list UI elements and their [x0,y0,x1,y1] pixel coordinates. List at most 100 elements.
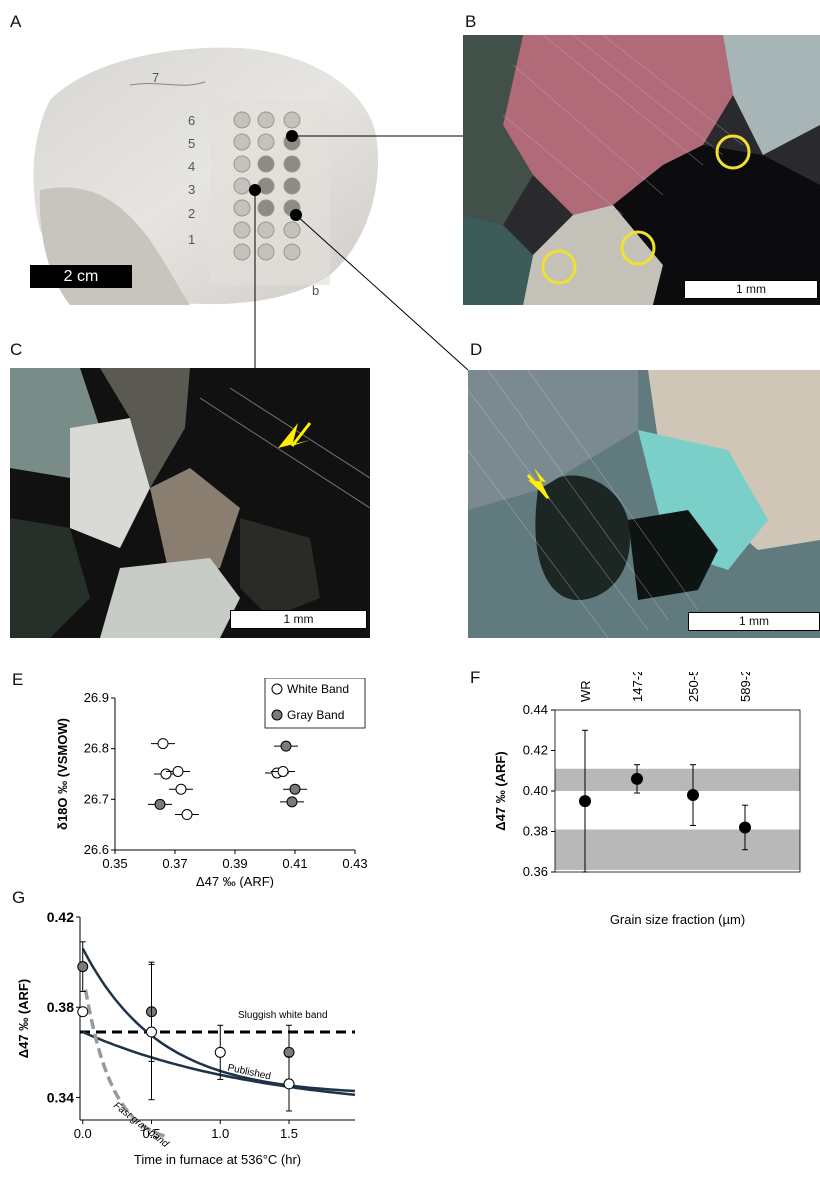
data-point [157,738,169,750]
x-tick-label: 0.0 [74,1126,92,1141]
y-tick-label: 0.34 [47,1089,74,1105]
hole-mark: 2 [188,206,195,221]
y-tick-label: 26.7 [84,791,109,806]
micrograph-c [10,368,370,638]
y-tick-label: 0.42 [47,909,74,925]
drill-hole [257,133,275,151]
micrograph-b [463,35,820,305]
x-tick-label: 0.41 [282,856,307,871]
panel-label-a: A [10,12,22,31]
data-point [283,1046,295,1058]
y-tick-label: 0.38 [47,999,74,1015]
y-tick-label: 26.9 [84,690,109,705]
y-tick-label: 0.42 [523,743,548,758]
hole-mark: 6 [188,113,195,128]
drill-hole [283,199,301,217]
drill-hole [283,155,301,173]
category-label: 250-589 [686,672,701,702]
scale-bar-c: 1 mm [230,610,367,629]
y-tick-label: 0.36 [523,864,548,879]
data-point [146,1026,157,1038]
micrograph-d [468,370,820,638]
data-point [283,1078,295,1090]
x-tick-label: 0.43 [342,856,367,871]
drill-hole [257,243,275,261]
drill-hole [257,155,275,173]
panel-label-c: C [10,340,23,359]
data-point [181,809,193,821]
x-tick-label: 0.39 [222,856,247,871]
legend-label: Gray Band [287,708,344,722]
category-label: 589-2000 [738,672,753,702]
x-axis-label: Grain size fraction (µm) [610,912,745,927]
drill-hole [257,199,275,217]
x-axis-label: Time in furnace at 536°C (hr) [134,1152,301,1167]
category-label: WR [578,680,593,702]
y-tick-label: 0.38 [523,824,548,839]
panel-label-d: D [470,340,483,359]
y-axis-label: Δ47 ‰ (ARF) [493,751,508,830]
drill-hole [233,133,251,151]
fit-curve-published [82,1030,356,1097]
drill-hole [233,243,251,261]
category-label: 147-250 [630,672,645,702]
shaded-band [555,829,800,870]
panel-label-f: F [470,668,481,687]
data-point [631,772,643,785]
drill-hole [257,221,275,239]
annotation-fast-gray: Fast gray band [111,1100,171,1150]
data-point [160,768,172,780]
panel-label-e: E [12,670,24,689]
data-point [77,1006,89,1018]
drill-hole [283,243,301,261]
chart-e: 0.35 0.37 0.39 0.41 0.43 26.6 26.7 26.8 26.9 Δ47 … [55,678,368,888]
y-tick-label: 26.6 [84,842,109,857]
data-point [687,789,699,802]
data-point [175,783,187,795]
panel-label-g: G [12,888,26,907]
data-point [214,1046,226,1058]
drill-hole [257,111,275,129]
hole-mark: 3 [188,182,195,197]
drill-hole [233,221,251,239]
hole-mark: 1 [188,232,195,247]
drill-hole [233,177,251,195]
data-point [286,796,298,808]
drill-hole [233,111,251,129]
data-point [154,798,166,810]
data-point [280,740,292,752]
shaded-band [555,768,800,791]
x-tick-label: 0.37 [162,856,187,871]
data-point [277,765,289,777]
drill-hole [257,177,275,195]
y-axis-label: δ18O ‰ (VSMOW) [55,718,70,830]
hole-mark: b [312,283,319,298]
hole-mark: 4 [188,159,195,174]
drill-hole [283,221,301,239]
legend-label: White Band [287,682,349,696]
y-tick-label: 26.8 [84,741,109,756]
fast-gray-curve [83,989,166,1138]
x-axis-label: Δ47 ‰ (ARF) [196,874,274,888]
chart-f: 0.36 0.38 0.40 0.42 0.44 WR 147-250 250-589 589-… [493,672,801,927]
data-point [739,821,751,834]
drill-hole [283,177,301,195]
hole-mark: 7 [152,70,159,85]
annotation-sluggish: Sluggish white band [238,1010,328,1021]
drill-hole [233,199,251,217]
y-tick-label: 0.44 [523,702,548,717]
y-axis-label: Δ47 ‰ (ARF) [16,979,31,1058]
x-tick-label: 0.35 [102,856,127,871]
y-tick-label: 0.40 [523,783,548,798]
data-point [77,961,89,973]
data-point [172,765,184,777]
panel-label-b: B [465,12,477,31]
data-point [289,783,301,795]
data-point [579,795,591,808]
legend-marker [271,683,283,695]
drill-hole [283,111,301,129]
x-tick-label: 1.5 [280,1126,298,1141]
scale-bar-b: 1 mm [684,280,818,299]
legend-marker [271,709,283,721]
